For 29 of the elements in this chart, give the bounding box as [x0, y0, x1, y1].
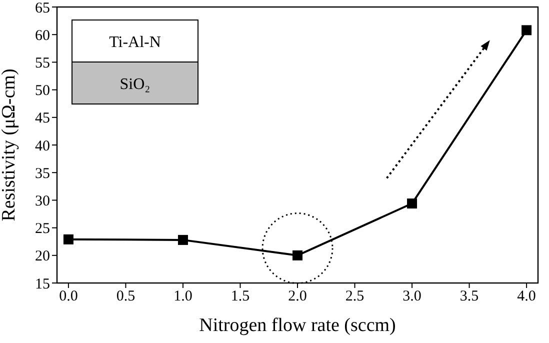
x-tick-label: 4.0	[517, 288, 536, 305]
y-tick-label: 20	[35, 248, 50, 265]
y-tick-label: 50	[35, 83, 50, 100]
y-axis-title: Resistivity (μΩ-cm)	[0, 68, 20, 222]
annotation: SiO₂	[120, 76, 150, 93]
y-tick-label: 40	[35, 138, 50, 154]
y-tick-label: 60	[35, 28, 50, 44]
annotation: Ti-Al-N	[109, 34, 162, 51]
x-tick-label: 2.0	[288, 288, 307, 305]
y-tick-label: 15	[35, 276, 50, 292]
x-tick-label: 3.5	[460, 288, 479, 305]
x-tick-label: 1.0	[174, 288, 192, 305]
y-tick-label: 30	[35, 194, 50, 210]
y-tick-label: 45	[35, 110, 50, 127]
x-tick-label: 1.5	[230, 288, 250, 305]
x-tick-label: 0.0	[59, 288, 78, 305]
point	[292, 250, 302, 260]
y-tick-label: 65	[35, 0, 50, 16]
point	[522, 25, 532, 36]
x-tick-label: 3.0	[402, 288, 422, 305]
x-axis-title: Nitrogen flow rate (sccm)	[199, 315, 396, 336]
x-tick-label: 0.5	[116, 288, 136, 305]
point	[178, 234, 188, 245]
y-tick-label: 25	[35, 221, 50, 238]
y-tick-label: 35	[35, 166, 50, 182]
point	[407, 198, 418, 209]
x-tick-label: 2.5	[345, 288, 364, 305]
y-tick-label: 55	[35, 56, 50, 72]
point	[63, 234, 74, 244]
